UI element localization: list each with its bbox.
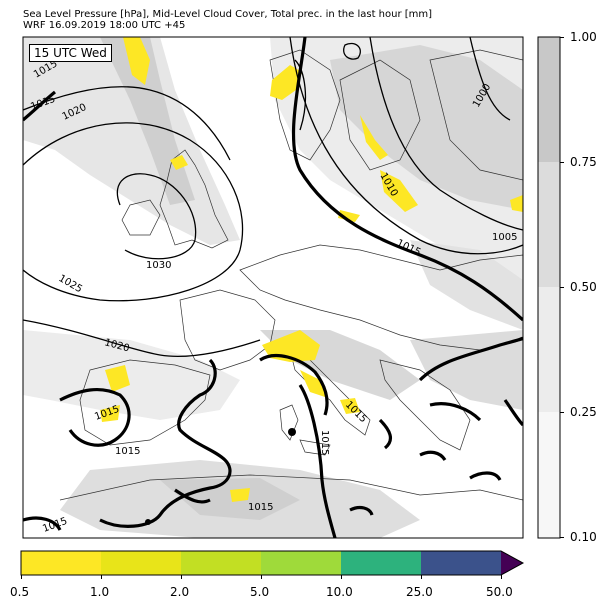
colorbar-tick xyxy=(560,287,564,288)
colorbar-segment xyxy=(538,412,560,538)
colorbar-segment xyxy=(538,162,560,287)
colorbar-segment xyxy=(21,551,101,575)
colorbar-tick xyxy=(341,575,342,579)
precipitation-areas xyxy=(100,37,523,502)
cloud-cover-colorbar xyxy=(537,36,561,539)
isobar-label: 1015 xyxy=(248,502,273,513)
cloud-tick-label: 0.75 xyxy=(570,155,597,169)
colorbar-tick xyxy=(101,575,102,579)
colorbar-tick xyxy=(560,412,564,413)
isobar-label: 1015 xyxy=(115,446,140,457)
colorbar-tick xyxy=(560,37,564,38)
isobar-1015 xyxy=(23,37,523,538)
colorbar-segment xyxy=(538,37,560,162)
colorbar-segment xyxy=(538,287,560,412)
isobars xyxy=(23,37,523,357)
colorbar-tick xyxy=(181,575,182,579)
isobar-label: 1015 xyxy=(319,430,330,455)
precip-tick-label: 0.5 xyxy=(10,585,30,599)
colorbar-segment xyxy=(181,551,261,575)
precip-tick-label: 25.0 xyxy=(406,585,433,599)
colorbar-extend-arrow xyxy=(501,551,523,575)
isobar-label: 1005 xyxy=(492,232,517,243)
colorbar-tick xyxy=(560,162,564,163)
colorbar-tick xyxy=(261,575,262,579)
coastlines xyxy=(59,49,523,501)
map-title-line2: WRF 16.09.2019 18:00 UTC +45 xyxy=(23,20,186,31)
colorbar-tick xyxy=(560,537,564,538)
precipitation-colorbar xyxy=(20,550,525,576)
precip-tick-label: 10.0 xyxy=(326,585,353,599)
cloud-tick-label: 1.00 xyxy=(570,30,597,44)
colorbar-segment xyxy=(261,551,341,575)
colorbar-segment xyxy=(421,551,501,575)
isobar-label: 1030 xyxy=(146,260,171,271)
colorbar-tick xyxy=(501,575,502,579)
cloud-tick-label: 0.25 xyxy=(570,405,597,419)
colorbar-segment xyxy=(101,551,181,575)
colorbar-segment xyxy=(341,551,421,575)
map-title-line1: Sea Level Pressure [hPa], Mid-Level Clou… xyxy=(23,9,433,20)
precip-tick-label: 2.0 xyxy=(170,585,190,599)
colorbar-tick xyxy=(421,575,422,579)
precip-tick-label: 50.0 xyxy=(486,585,513,599)
precip-tick-label: 5.0 xyxy=(250,585,270,599)
cloud-tick-label: 0.10 xyxy=(570,530,597,544)
colorbar-tick xyxy=(21,575,22,579)
precip-tick-label: 1.0 xyxy=(90,585,110,599)
valid-time-stamp: 15 UTC Wed xyxy=(29,44,112,62)
cloud-tick-label: 0.50 xyxy=(570,280,597,294)
